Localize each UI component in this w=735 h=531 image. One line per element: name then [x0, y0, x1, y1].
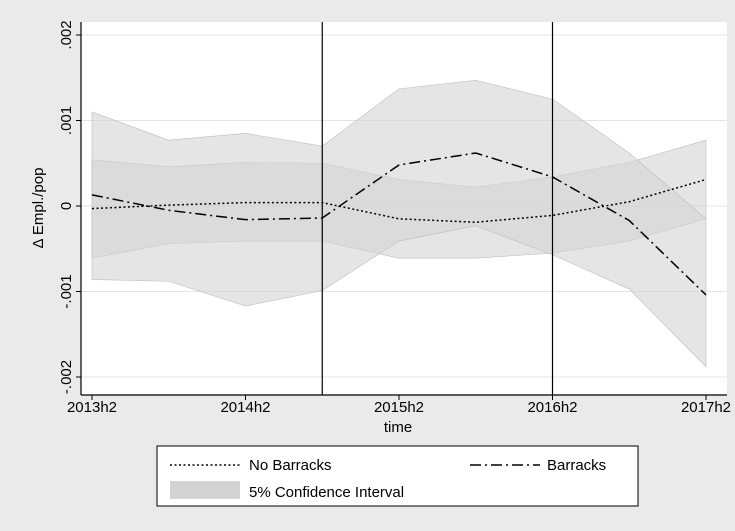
- y-tick-label: -.001: [58, 274, 75, 308]
- series-lines: [91, 152, 707, 296]
- legend-label-no-barracks: No Barracks: [249, 457, 332, 474]
- y-tick-label: -.002: [58, 360, 75, 394]
- x-tick-label: 2015h2: [374, 399, 424, 416]
- x-axis-label: time: [384, 419, 412, 436]
- x-tick-label: 2013h2: [67, 399, 117, 416]
- y-axis-label: Δ Empl./pop: [30, 168, 47, 249]
- x-tick-label: 2014h2: [220, 399, 270, 416]
- y-tick-label: .001: [58, 106, 75, 135]
- event-lines: [321, 22, 554, 395]
- legend-label-ci: 5% Confidence Interval: [249, 484, 404, 501]
- legend-key-ci: [170, 481, 240, 499]
- x-tick-label: 2016h2: [527, 399, 577, 416]
- x-tick-label: 2017h2: [681, 399, 731, 416]
- series-line-no-barracks: [91, 178, 707, 223]
- y-tick-label: 0: [58, 202, 75, 210]
- y-tick-label: .002: [58, 20, 75, 49]
- axes: -.002 -.001 0 .001 .002 2013h2 2014h2 2015h2 201…: [58, 20, 731, 416]
- legend: No Barracks Barracks 5% Confidence Inter…: [156, 445, 639, 507]
- series-line-barracks: [91, 152, 707, 296]
- legend-label-barracks: Barracks: [547, 457, 606, 474]
